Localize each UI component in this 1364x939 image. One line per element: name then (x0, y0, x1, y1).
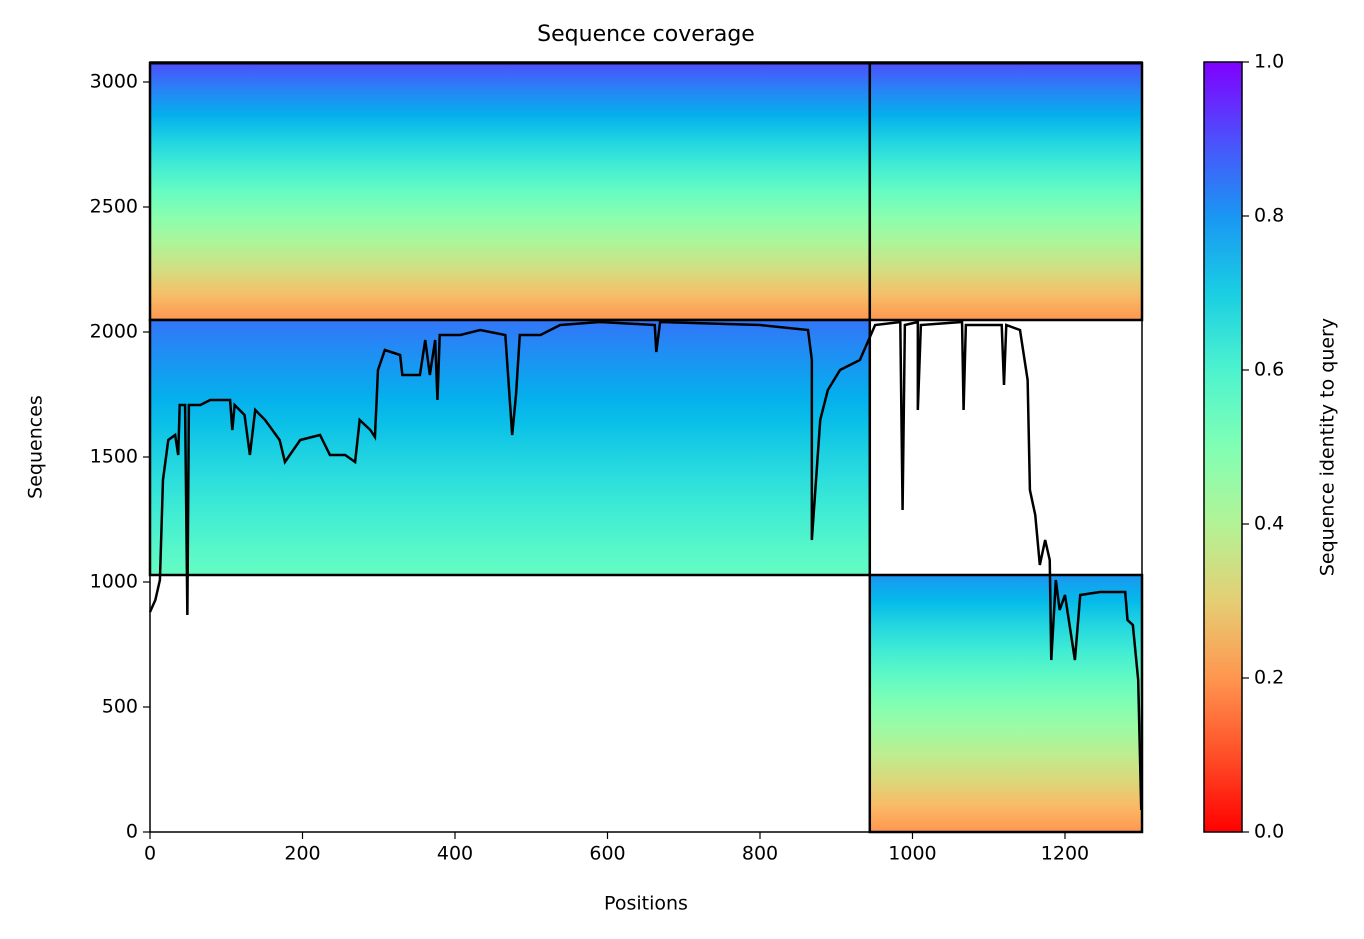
colorbar-tick-label: 0.2 (1254, 667, 1284, 689)
coverage-block (148, 62, 872, 322)
x-tick-label: 0 (144, 843, 156, 865)
colorbar-tick-label: 0.6 (1254, 359, 1284, 381)
colorbar-tick-label: 1.0 (1254, 51, 1284, 73)
chart-title: Sequence coverage (537, 22, 755, 47)
colorbar-tick-label: 0.8 (1254, 205, 1284, 227)
colorbar (1203, 61, 1243, 833)
coverage-block (868, 62, 1144, 322)
x-tick-label: 200 (284, 843, 320, 865)
coverage-block (148, 318, 872, 577)
x-axis-label: Positions (604, 893, 688, 915)
x-tick-label: 600 (589, 843, 625, 865)
colorbar-label: Sequence identity to query (1317, 318, 1339, 576)
y-tick-label: 1000 (90, 571, 138, 593)
plot-frame (149, 61, 1143, 833)
colorbar-tick-label: 0.0 (1254, 821, 1284, 843)
coverage-block (868, 573, 1144, 834)
colorbar-tick-label: 0.4 (1254, 513, 1284, 535)
x-tick-label: 800 (742, 843, 778, 865)
y-tick-label: 3000 (90, 71, 138, 93)
x-tick-label: 1000 (888, 843, 936, 865)
x-tick-label: 1200 (1041, 843, 1089, 865)
y-axis-label: Sequences (25, 395, 47, 499)
y-tick-label: 2000 (90, 321, 138, 343)
y-tick-label: 0 (126, 821, 138, 843)
coverage-line (148, 320, 1143, 811)
y-tick-label: 2500 (90, 196, 138, 218)
y-tick-label: 1500 (90, 446, 138, 468)
x-tick-label: 400 (437, 843, 473, 865)
y-tick-label: 500 (102, 696, 138, 718)
